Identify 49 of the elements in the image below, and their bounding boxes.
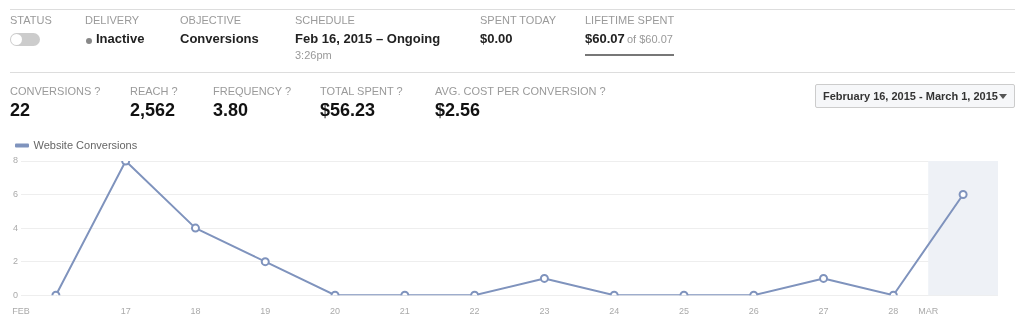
text: $0.00 [480,31,513,46]
legend-label: Website Conversions [33,138,138,151]
x-tick-label: 21 [399,306,410,317]
x-tick-label: 19 [260,306,271,317]
text: SCHEDULE [295,14,355,26]
text: 2,562 [130,100,176,121]
x-tick-label: 24 [609,306,620,317]
text: SPENT TODAY [480,14,557,26]
x-tick-label: 27 [818,306,829,317]
x-tick-label: 26 [748,306,759,317]
text: 3:26pm [295,49,332,61]
text: $2.56 [435,100,481,121]
text: February 16, 2015 - March 1, 2015 [823,90,998,102]
text: Inactive [96,31,145,46]
x-tick-label: 20 [330,306,341,317]
point [958,190,968,200]
y-tick-label: 4 [12,222,19,233]
y-tick-label: 6 [12,189,19,200]
x-tick-label: 17 [120,306,131,317]
text: Feb 16, 2015 – Ongoing [295,31,441,46]
x-tick-label: 18 [190,306,201,317]
point [539,273,549,283]
y-tick-label: 2 [12,256,19,267]
x-tick-label: 25 [678,306,689,317]
text: DELIVERY [85,14,140,26]
text: 3.80 [213,100,249,121]
text: FREQUENCY ? [213,85,292,97]
x-tick-label: MAR [918,306,939,317]
text: TOTAL SPENT ? [320,85,403,97]
point [819,273,829,283]
x-tick-label: 23 [539,306,550,317]
y-tick-label: 8 [12,155,19,166]
text: LIFETIME SPENT [585,14,675,26]
text: OBJECTIVE [180,14,242,26]
text: Conversions [180,31,259,46]
point [260,257,270,267]
y-tick-label: 0 [12,289,19,300]
point [190,223,200,233]
text: STATUS [10,14,52,26]
text: CONVERSIONS ? [10,85,101,97]
x-tick-label: 28 [888,306,899,317]
x-tick-label: FEB [12,306,30,317]
x-tick-label: 22 [469,306,480,317]
text: $60.07 [585,31,625,46]
text: of $60.07 [627,33,673,45]
text: $56.23 [320,100,376,121]
text: REACH ? [130,85,178,97]
text: AVG. COST PER CONVERSION ? [435,85,606,97]
text: 22 [10,100,31,121]
